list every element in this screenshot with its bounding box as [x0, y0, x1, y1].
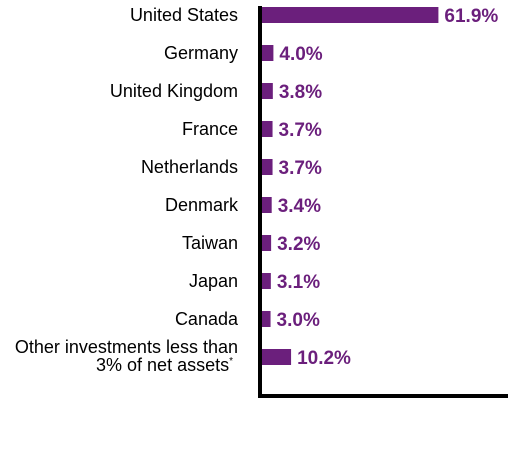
bar — [262, 7, 439, 23]
category-label: Japan — [189, 271, 238, 291]
value-label: 61.9% — [444, 6, 498, 27]
value-label: 10.2% — [297, 348, 351, 369]
category-label: Netherlands — [141, 157, 238, 177]
value-label: 3.1% — [277, 272, 320, 293]
category-label: Denmark — [165, 195, 239, 215]
value-label: 3.7% — [279, 158, 322, 179]
bar — [262, 273, 271, 289]
value-labels-group: 61.9% 4.0% 3.8% 3.7% 3.7% 3.4% 3.2% 3.1% 3.0% 10.… — [277, 6, 499, 369]
category-label: Taiwan — [182, 233, 238, 253]
category-label: Germany — [164, 43, 238, 63]
bar — [262, 197, 272, 213]
bar — [262, 159, 273, 175]
bar — [262, 235, 272, 251]
category-label: United States — [130, 5, 238, 25]
bars-group — [262, 7, 439, 365]
value-label: 3.2% — [277, 234, 320, 255]
bar — [262, 45, 274, 61]
value-label: 3.7% — [279, 120, 322, 141]
value-label: 3.4% — [278, 196, 321, 217]
category-label: United Kingdom — [110, 81, 238, 101]
category-labels-group: United States Germany United Kingdom France… — [15, 5, 239, 375]
bar — [262, 83, 273, 99]
category-label: Other investments less than 3% of net ass… — [15, 337, 238, 375]
category-label: Canada — [175, 309, 239, 329]
bar — [262, 349, 292, 365]
bar — [262, 121, 273, 137]
value-label: 3.0% — [277, 310, 320, 331]
bar — [262, 311, 271, 327]
value-label: 4.0% — [279, 44, 322, 65]
category-label: France — [182, 119, 238, 139]
value-label: 3.8% — [279, 82, 322, 103]
